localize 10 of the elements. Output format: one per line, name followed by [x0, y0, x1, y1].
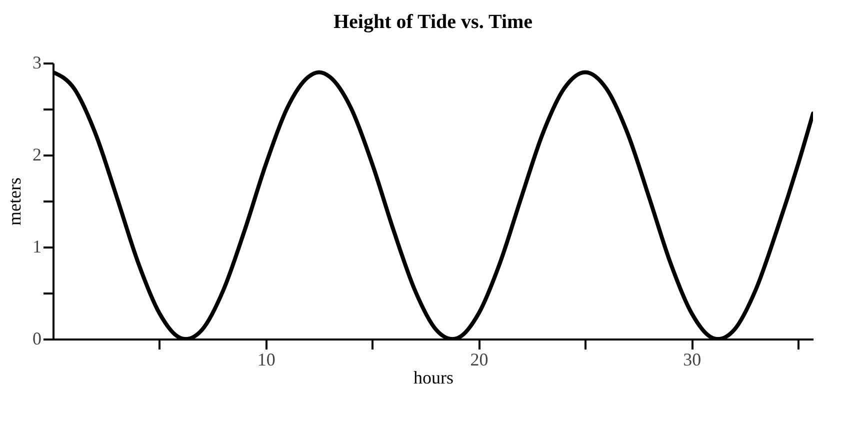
y-tick-label: 3 [32, 52, 42, 72]
x-tick-label: 30 [683, 350, 702, 370]
y-tick-label: 1 [32, 236, 42, 256]
x-axis-title: hours [414, 368, 454, 388]
x-tick-label: 20 [470, 350, 488, 370]
y-tick-label: 0 [32, 328, 42, 348]
x-tick-label: 10 [257, 350, 276, 370]
y-tick-label: 2 [32, 144, 42, 164]
chart-title: Height of Tide vs. Time [333, 11, 533, 33]
y-axis-title: meters [4, 178, 24, 226]
